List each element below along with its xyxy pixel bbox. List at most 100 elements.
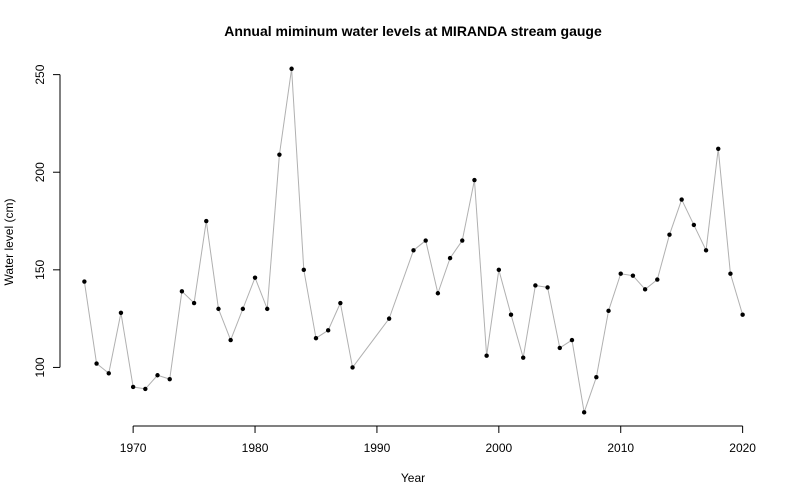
data-point-1995 <box>435 291 441 296</box>
y-tick-label-150: 150 <box>33 259 47 279</box>
x-tick-label-2010: 2010 <box>607 441 634 455</box>
data-point-1999 <box>484 353 489 358</box>
data-point-2019 <box>728 271 733 276</box>
series-segment <box>169 291 183 380</box>
series-segment <box>217 308 232 341</box>
series-segment <box>205 220 219 309</box>
data-point-2005 <box>557 345 562 351</box>
series-segment <box>303 269 317 339</box>
data-point-2003 <box>533 283 538 288</box>
series-segment <box>83 281 98 364</box>
data-point-1981 <box>265 306 270 312</box>
series-segment <box>583 377 597 413</box>
series-segment <box>656 234 670 280</box>
series-segment <box>559 339 573 349</box>
x-axis-label: Year <box>401 471 425 485</box>
data-point-2010 <box>618 271 623 276</box>
data-point-1983 <box>289 66 294 71</box>
data-point-1998 <box>472 177 477 183</box>
series-segment <box>595 310 610 378</box>
series-segment <box>193 220 207 304</box>
data-point-1974 <box>179 289 185 294</box>
series-segment <box>315 329 329 339</box>
series-segment <box>96 363 110 374</box>
x-tick-label-2000: 2000 <box>485 441 512 455</box>
data-point-1988 <box>350 365 355 370</box>
data-point-2013 <box>655 277 660 282</box>
data-point-2009 <box>606 308 611 314</box>
series-segment <box>181 290 195 304</box>
data-point-1971 <box>143 386 148 392</box>
data-point-2018 <box>716 146 721 151</box>
series-segment <box>266 154 280 309</box>
data-point-1993 <box>411 248 416 253</box>
series-line-group <box>83 68 744 413</box>
data-point-2020 <box>740 312 745 317</box>
series-segment <box>108 312 122 374</box>
data-point-2002 <box>521 355 526 360</box>
series-points-group <box>82 66 745 415</box>
data-point-1996 <box>447 255 453 261</box>
x-axis: 1970 1980 1990 2000 2010 2020 <box>120 425 756 455</box>
series-segment <box>254 277 268 310</box>
series-segment <box>705 148 719 251</box>
data-point-1977 <box>216 306 221 312</box>
series-segment <box>669 199 683 235</box>
data-point-2016 <box>691 222 697 228</box>
chart-title: Annual miminum water levels at MIRANDA s… <box>224 23 602 39</box>
data-point-1966 <box>82 279 87 284</box>
series-segment <box>486 269 500 356</box>
series-segment <box>510 314 524 358</box>
series-segment <box>498 269 512 315</box>
series-segment <box>291 68 305 270</box>
series-segment <box>449 240 463 259</box>
x-tick-label-2020: 2020 <box>729 441 756 455</box>
y-tick-label-100: 100 <box>33 357 47 377</box>
series-segment <box>644 279 658 290</box>
data-point-2007 <box>581 410 587 415</box>
series-segment <box>608 273 622 311</box>
data-point-2015 <box>679 197 684 202</box>
data-point-1984 <box>301 267 306 273</box>
data-point-2017 <box>703 248 709 253</box>
data-point-1986 <box>325 328 331 333</box>
series-segment <box>729 273 744 315</box>
series-segment <box>547 287 561 349</box>
series-segment <box>632 275 646 290</box>
series-segment <box>339 302 354 368</box>
series-segment <box>571 340 585 413</box>
data-point-1987 <box>338 300 343 306</box>
data-point-2012 <box>642 287 648 292</box>
data-point-2011 <box>630 273 636 278</box>
x-tick-label-1980: 1980 <box>242 441 269 455</box>
data-point-1972 <box>155 373 160 378</box>
data-point-1973 <box>167 376 172 382</box>
series-segment <box>413 240 427 251</box>
series-segment <box>522 285 536 358</box>
data-point-1978 <box>228 337 233 343</box>
data-point-1991 <box>386 316 392 321</box>
series-segment <box>681 199 695 226</box>
data-point-1980 <box>252 275 258 280</box>
data-point-2004 <box>545 285 550 290</box>
series-segment <box>437 257 451 294</box>
data-point-1967 <box>94 361 99 366</box>
data-point-1985 <box>313 335 319 341</box>
series-segment <box>242 277 256 310</box>
data-point-2006 <box>569 337 575 343</box>
series-segment <box>230 308 244 341</box>
y-axis: 100 150 200 250 <box>33 64 61 377</box>
series-segment <box>388 250 414 319</box>
data-point-1975 <box>191 300 197 306</box>
data-point-1994 <box>423 238 428 243</box>
y-tick-label-250: 250 <box>33 64 47 84</box>
y-axis-label: Water level (cm) <box>2 199 16 286</box>
data-point-2001 <box>508 312 514 317</box>
x-tick-label-1970: 1970 <box>120 441 147 455</box>
data-point-2000 <box>496 267 502 273</box>
series-segment <box>120 312 134 388</box>
x-tick-label-1990: 1990 <box>364 441 391 455</box>
data-point-1968 <box>106 371 111 376</box>
data-point-1970 <box>130 384 136 390</box>
